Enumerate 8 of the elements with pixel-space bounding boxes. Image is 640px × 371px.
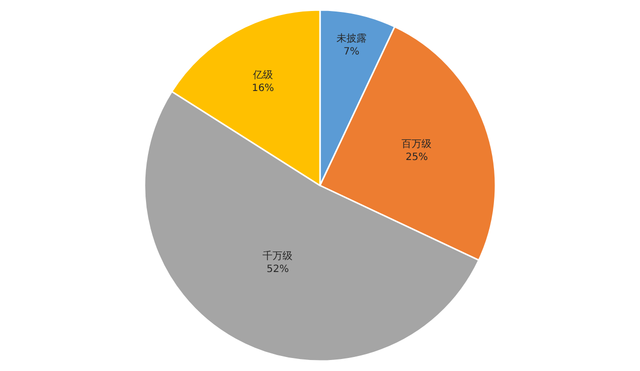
slice-label: 未披露 [336, 32, 366, 44]
data-label: 7% [343, 46, 360, 58]
data-label: 52% [266, 264, 289, 275]
slice-label: 亿级 [252, 69, 273, 82]
data-label: 25% [406, 152, 428, 164]
slice-label: 千万级 [262, 250, 293, 262]
data-label: 16% [252, 83, 274, 94]
slice-label: 百万级 [402, 138, 432, 150]
